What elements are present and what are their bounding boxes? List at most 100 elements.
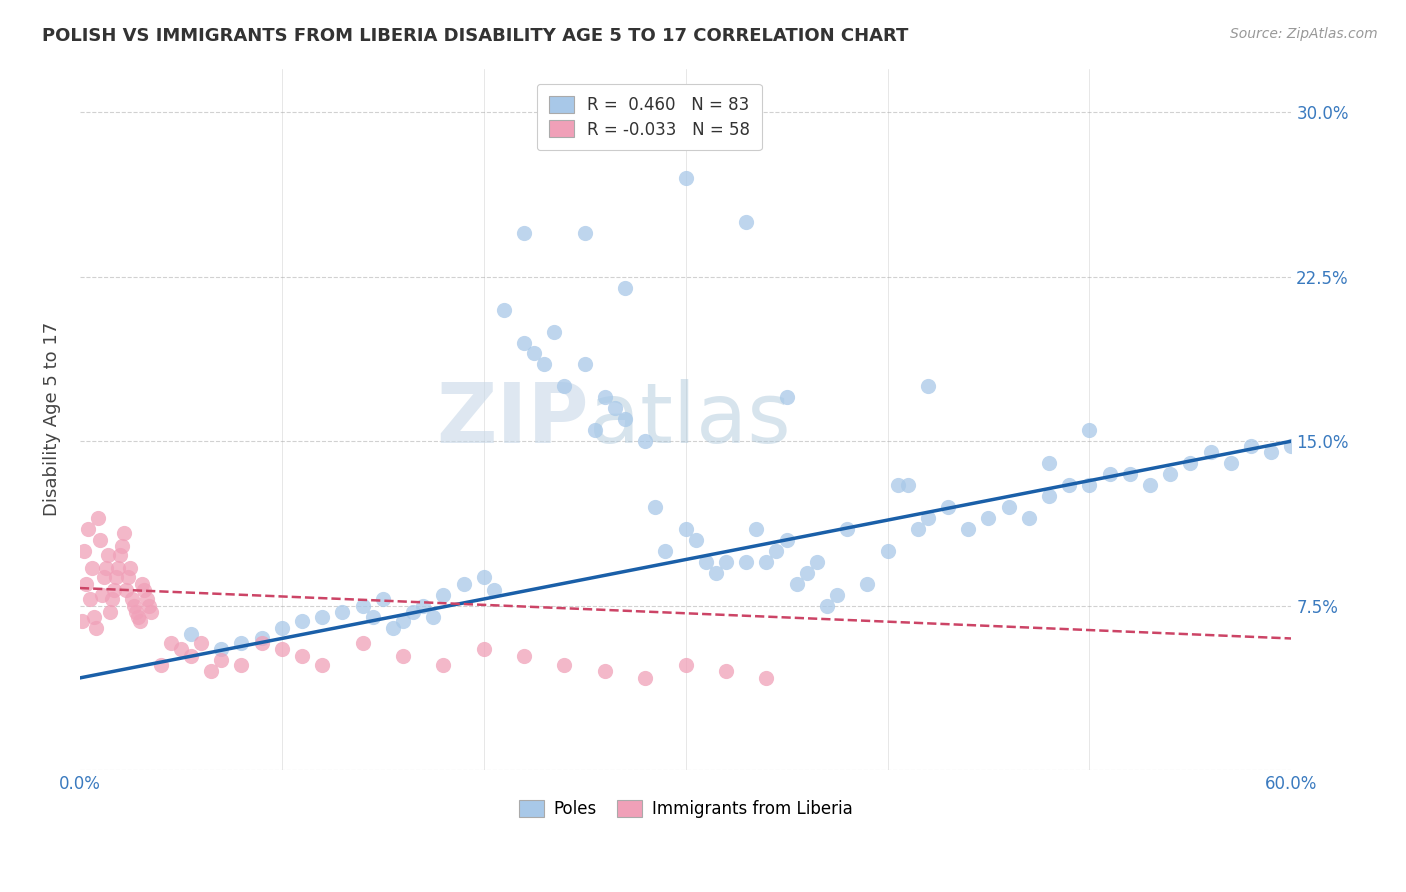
- Point: [593, 665, 616, 679]
- Point: [105, 570, 128, 584]
- Text: atlas: atlas: [589, 379, 790, 459]
- Point: [553, 379, 575, 393]
- Point: [907, 522, 929, 536]
- Point: [775, 390, 797, 404]
- Point: [73, 543, 96, 558]
- Point: [533, 358, 555, 372]
- Point: [553, 657, 575, 672]
- Text: Source: ZipAtlas.com: Source: ZipAtlas.com: [1230, 27, 1378, 41]
- Point: [291, 648, 314, 663]
- Point: [381, 620, 404, 634]
- Point: [453, 576, 475, 591]
- Point: [77, 522, 100, 536]
- Point: [70, 614, 93, 628]
- Point: [593, 390, 616, 404]
- Point: [675, 171, 697, 186]
- Point: [209, 642, 232, 657]
- Point: [897, 478, 920, 492]
- Point: [432, 588, 454, 602]
- Point: [704, 566, 727, 580]
- Point: [644, 500, 666, 514]
- Point: [270, 620, 292, 634]
- Point: [330, 605, 353, 619]
- Point: [886, 478, 908, 492]
- Point: [83, 609, 105, 624]
- Point: [492, 302, 515, 317]
- Point: [91, 588, 114, 602]
- Point: [392, 648, 415, 663]
- Point: [1098, 467, 1121, 481]
- Point: [675, 522, 697, 536]
- Point: [1139, 478, 1161, 492]
- Point: [786, 576, 808, 591]
- Point: [131, 576, 153, 591]
- Point: [472, 570, 495, 584]
- Point: [115, 583, 138, 598]
- Legend: Poles, Immigrants from Liberia: Poles, Immigrants from Liberia: [512, 793, 859, 825]
- Point: [250, 636, 273, 650]
- Point: [654, 543, 676, 558]
- Point: [231, 636, 253, 650]
- Point: [603, 401, 626, 416]
- Point: [675, 657, 697, 672]
- Point: [1260, 445, 1282, 459]
- Point: [352, 599, 374, 613]
- Point: [513, 648, 536, 663]
- Point: [402, 605, 425, 619]
- Point: [1078, 478, 1101, 492]
- Point: [180, 627, 202, 641]
- Point: [997, 500, 1019, 514]
- Point: [513, 226, 536, 240]
- Point: [1038, 456, 1060, 470]
- Point: [755, 671, 778, 685]
- Point: [159, 636, 181, 650]
- Point: [1279, 439, 1302, 453]
- Point: [94, 561, 117, 575]
- Point: [1038, 489, 1060, 503]
- Point: [84, 620, 107, 634]
- Point: [291, 614, 314, 628]
- Point: [170, 642, 193, 657]
- Point: [815, 599, 838, 613]
- Point: [120, 561, 142, 575]
- Point: [755, 555, 778, 569]
- Text: POLISH VS IMMIGRANTS FROM LIBERIA DISABILITY AGE 5 TO 17 CORRELATION CHART: POLISH VS IMMIGRANTS FROM LIBERIA DISABI…: [42, 27, 908, 45]
- Point: [180, 648, 202, 663]
- Point: [837, 522, 859, 536]
- Point: [311, 609, 333, 624]
- Point: [270, 642, 292, 657]
- Point: [311, 657, 333, 672]
- Point: [614, 412, 637, 426]
- Point: [134, 583, 156, 598]
- Point: [735, 215, 758, 229]
- Point: [1199, 445, 1222, 459]
- Point: [107, 561, 129, 575]
- Point: [432, 657, 454, 672]
- Point: [775, 533, 797, 547]
- Point: [917, 379, 939, 393]
- Point: [75, 576, 97, 591]
- Point: [825, 588, 848, 602]
- Point: [1078, 423, 1101, 437]
- Point: [936, 500, 959, 514]
- Point: [543, 325, 565, 339]
- Point: [124, 599, 146, 613]
- Point: [957, 522, 980, 536]
- Point: [745, 522, 768, 536]
- Point: [392, 614, 415, 628]
- Point: [472, 642, 495, 657]
- Point: [111, 540, 134, 554]
- Point: [103, 583, 125, 598]
- Point: [139, 605, 162, 619]
- Y-axis label: Disability Age 5 to 17: Disability Age 5 to 17: [44, 322, 60, 516]
- Point: [89, 533, 111, 547]
- Point: [856, 576, 879, 591]
- Point: [422, 609, 444, 624]
- Point: [361, 609, 384, 624]
- Point: [117, 570, 139, 584]
- Point: [695, 555, 717, 569]
- Point: [127, 609, 149, 624]
- Point: [209, 653, 232, 667]
- Point: [93, 570, 115, 584]
- Point: [1119, 467, 1142, 481]
